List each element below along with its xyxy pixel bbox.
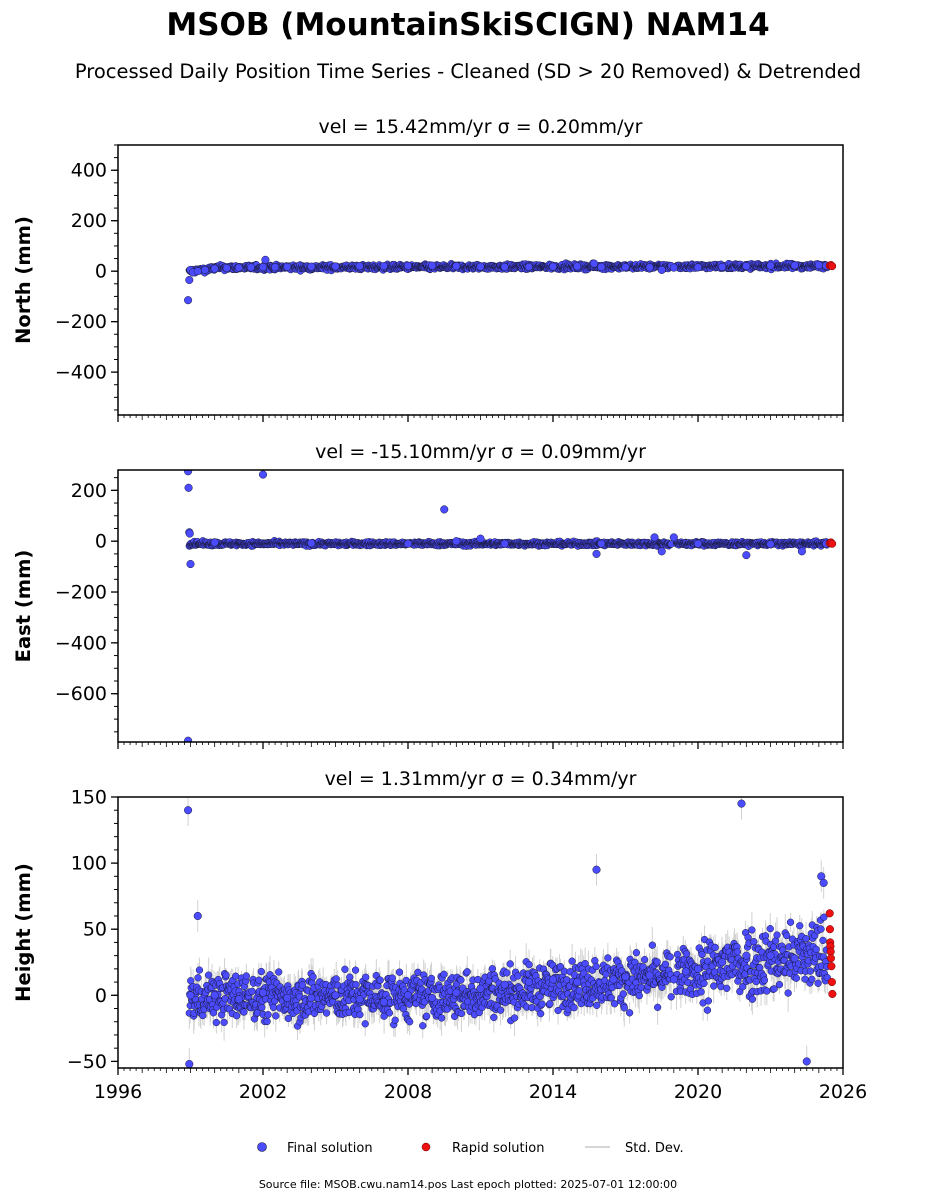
rapid-point bbox=[828, 262, 837, 271]
data-point-outlier bbox=[258, 263, 268, 272]
data-point-outlier bbox=[476, 262, 485, 271]
data-point-outlier bbox=[814, 261, 823, 270]
data-point-outlier bbox=[379, 262, 388, 271]
ytick-label: 200 bbox=[71, 210, 107, 232]
data-point-outlier bbox=[261, 255, 270, 264]
ytick-label: −200 bbox=[55, 311, 107, 333]
data-point-outlier bbox=[590, 259, 599, 268]
data-point-outlier bbox=[193, 267, 202, 276]
panels: vel = 15.42mm/yr σ = 0.20mm/yr North (mm)… bbox=[12, 116, 867, 1103]
data-point-outlier bbox=[222, 264, 231, 273]
data-point-outlier bbox=[500, 262, 509, 271]
data-point-outlier bbox=[210, 264, 219, 273]
data-point-outlier bbox=[452, 262, 461, 271]
data-point-outlier bbox=[766, 261, 775, 270]
final-solution-east bbox=[184, 470, 831, 742]
ytick-label: −400 bbox=[55, 362, 107, 384]
data-point-outlier bbox=[597, 262, 606, 271]
data-point-outlier bbox=[403, 261, 413, 270]
panel-east: vel = -15.10mm/yr σ = 0.09mm/yr East (mm)… bbox=[12, 441, 844, 749]
data-point-outlier bbox=[621, 263, 630, 272]
axes-frame-north bbox=[117, 144, 844, 416]
data-point-outlier bbox=[355, 262, 364, 271]
panel-north: vel = 15.42mm/yr σ = 0.20mm/yr North (mm)… bbox=[12, 116, 844, 422]
ylabel-east: East (mm) bbox=[12, 550, 35, 663]
data-point-outlier bbox=[693, 263, 703, 272]
data-point-outlier bbox=[669, 263, 678, 272]
panel-title-east: vel = -15.10mm/yr σ = 0.09mm/yr bbox=[315, 441, 646, 463]
data-point-outlier bbox=[283, 262, 292, 271]
figure-title: MSOB (MountainSkiSCIGN) NAM14 bbox=[166, 7, 769, 43]
plot-area-east bbox=[184, 470, 837, 742]
data-point-outlier bbox=[524, 262, 533, 271]
final-solution-north bbox=[184, 255, 831, 305]
data-point-outlier bbox=[331, 262, 340, 271]
data-point-outlier bbox=[645, 263, 654, 272]
ytick-label: 400 bbox=[71, 160, 107, 182]
data-point-outlier bbox=[246, 263, 255, 272]
data-point-outlier bbox=[790, 261, 799, 270]
ylabel-north: North (mm) bbox=[12, 216, 35, 344]
data-point-outlier bbox=[657, 265, 666, 274]
plot-area-north bbox=[184, 255, 837, 305]
rapid-solution-north bbox=[825, 261, 837, 271]
ytick-label: 0 bbox=[95, 261, 107, 283]
figure-subtitle: Processed Daily Position Time Series - C… bbox=[75, 60, 861, 83]
data-point-outlier bbox=[184, 296, 193, 305]
data-point-outlier bbox=[428, 261, 437, 270]
data-point-outlier bbox=[548, 262, 558, 271]
data-point-outlier bbox=[200, 265, 210, 274]
data-point-outlier bbox=[573, 262, 582, 271]
data-point-outlier bbox=[307, 262, 316, 271]
data-point-outlier bbox=[742, 262, 751, 271]
data-point-outlier bbox=[718, 262, 727, 271]
data-point-outlier bbox=[271, 263, 280, 272]
panel-title-north: vel = 15.42mm/yr σ = 0.20mm/yr bbox=[319, 116, 643, 138]
data-point-outlier bbox=[185, 275, 194, 285]
data-point-outlier bbox=[234, 263, 243, 272]
